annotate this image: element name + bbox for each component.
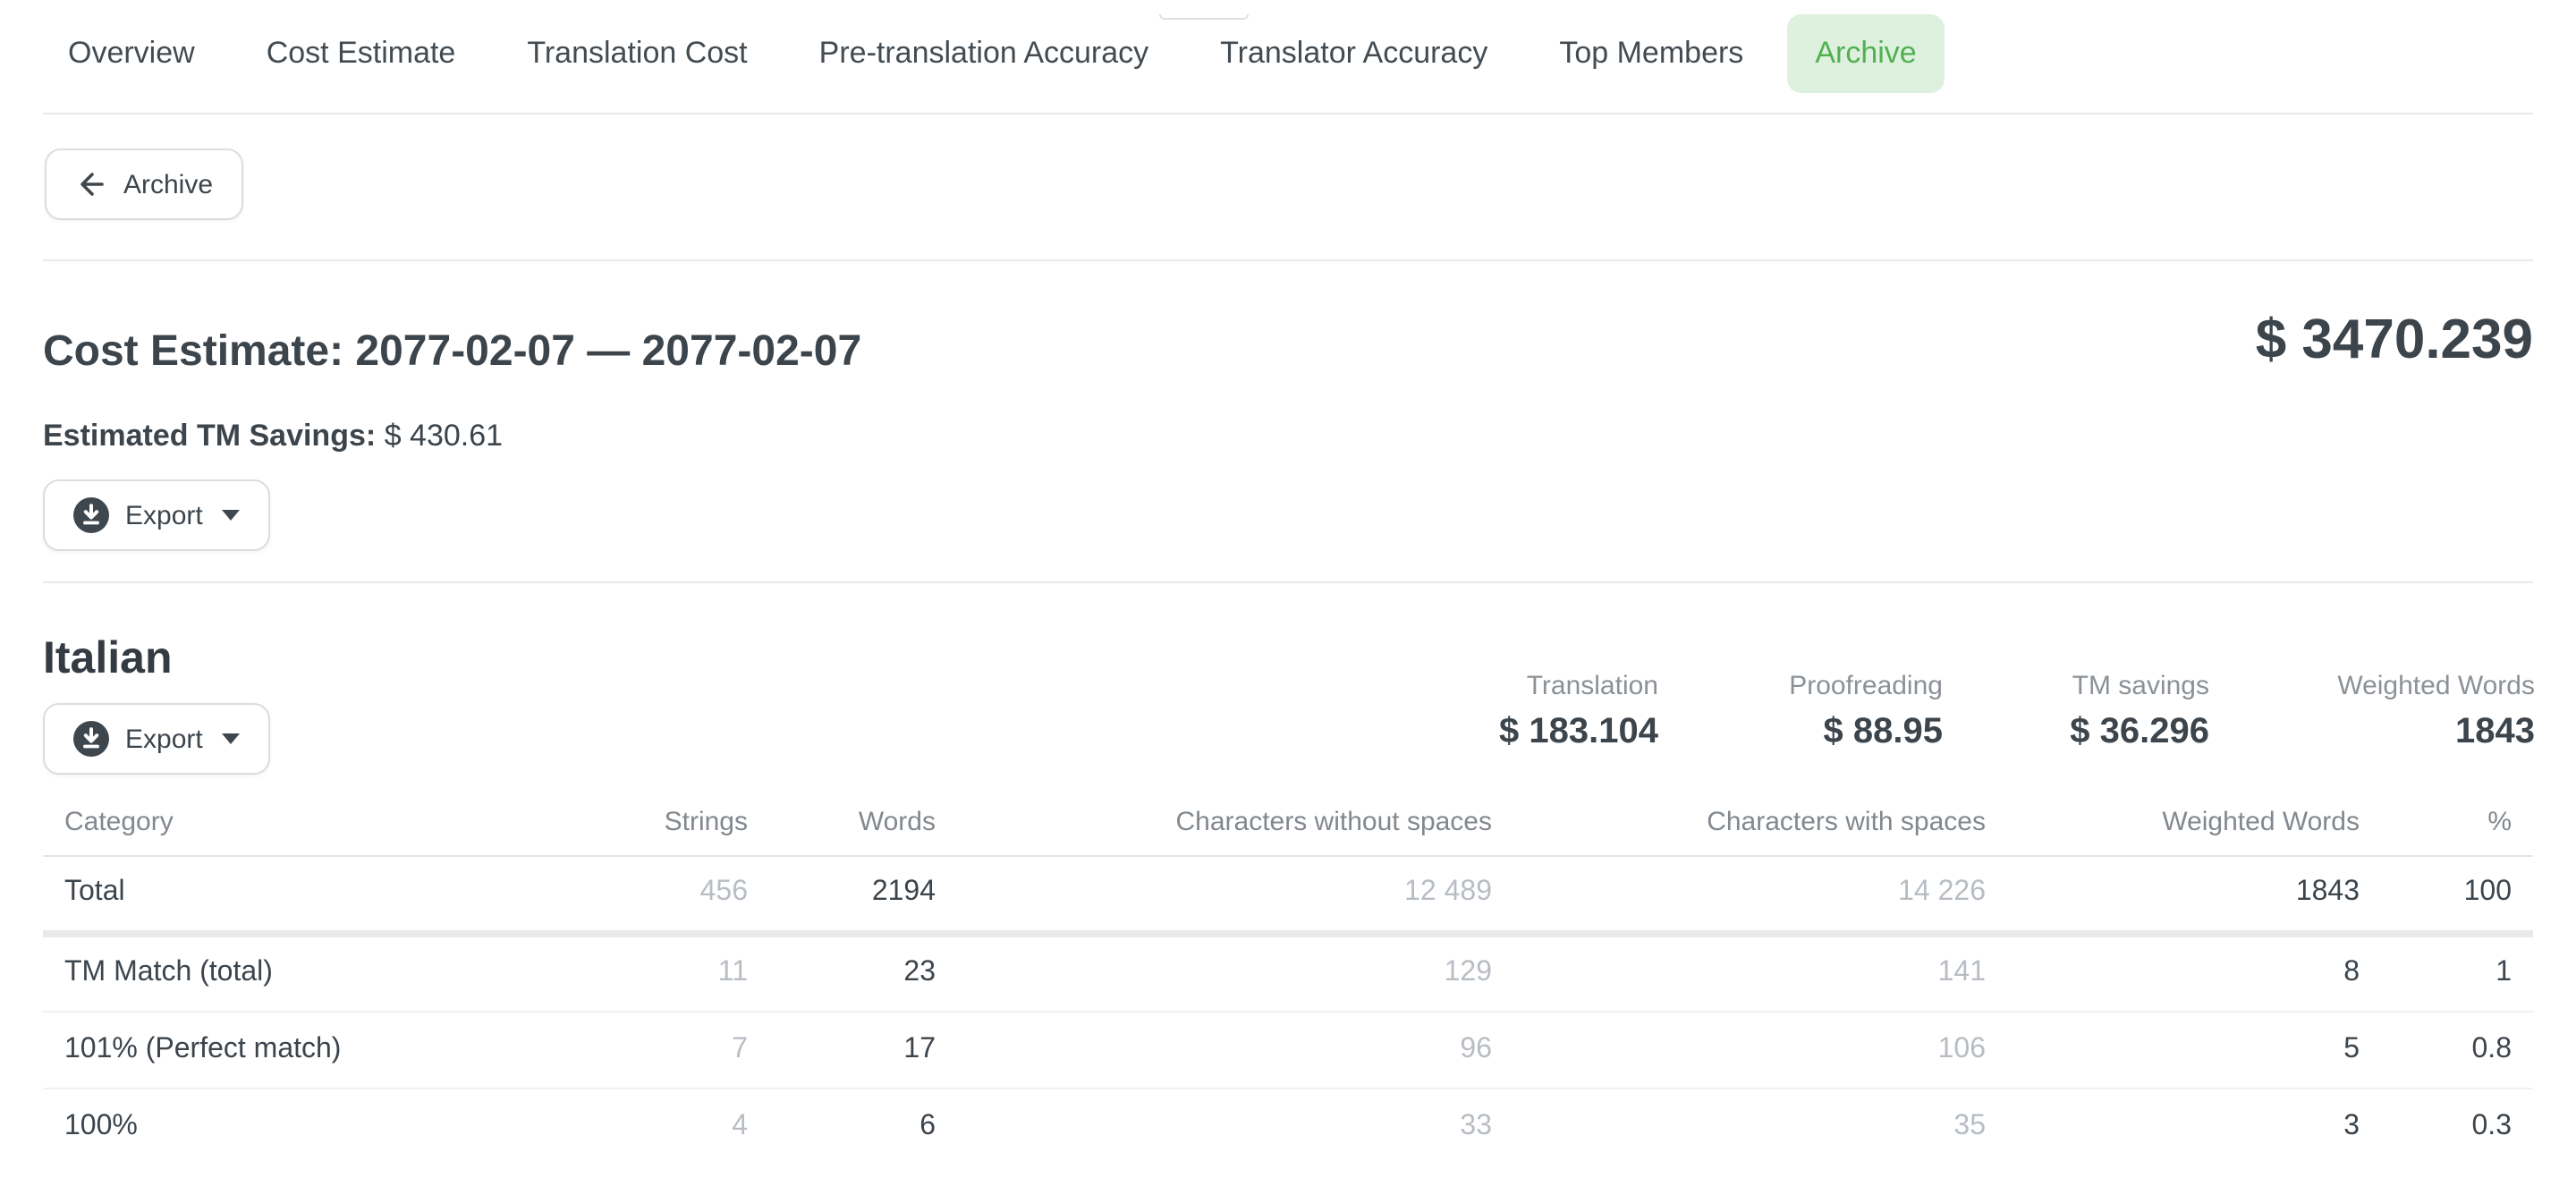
arrow-left-icon <box>75 168 107 200</box>
export-button-label: Export <box>125 500 203 530</box>
tab-cost-estimate[interactable]: Cost Estimate <box>266 36 456 70</box>
cell-words: 17 <box>748 1011 936 1089</box>
stat-label: Translation <box>1526 671 1658 701</box>
estimated-tm-savings: Estimated TM Savings: $ 430.61 <box>43 415 2533 458</box>
cell-weighted-words: 1843 <box>1986 855 2360 937</box>
summary-divider <box>43 581 2533 583</box>
tab-pre-translation-accuracy[interactable]: Pre-translation Accuracy <box>818 36 1149 70</box>
stat-tm-savings: TM savings $ 36.296 <box>1943 669 2209 755</box>
stat-weighted-words: Weighted Words 1843 <box>2209 669 2535 755</box>
tabs-divider <box>43 113 2533 114</box>
column-header-strings: Strings <box>533 807 748 856</box>
export-button-label: Export <box>125 724 203 754</box>
tm-savings-label: Estimated TM Savings: <box>43 419 377 453</box>
language-title: Italian <box>43 633 173 683</box>
stat-value: $ 36.296 <box>2070 712 2209 751</box>
tab-top-members[interactable]: Top Members <box>1559 36 1744 70</box>
stat-proofreading: Proofreading $ 88.95 <box>1658 669 1943 755</box>
stat-value: 1843 <box>2455 712 2535 751</box>
language-section: Italian Export Translation $ 183.104 Pro… <box>0 583 2576 775</box>
cell-percent: 0.8 <box>2360 1011 2533 1089</box>
export-language-button[interactable]: Export <box>43 703 271 775</box>
stat-translation: Translation $ 183.104 <box>1372 669 1658 755</box>
cell-category: 101% (Perfect match) <box>43 1011 533 1089</box>
column-header-category: Category <box>43 807 533 856</box>
cell-category: TM Match (total) <box>43 934 533 1012</box>
export-report-button[interactable]: Export <box>43 479 271 551</box>
cell-chars-with-spaces: 14 226 <box>1492 855 1986 937</box>
stat-value: $ 183.104 <box>1499 712 1658 751</box>
cell-chars-without-spaces: 33 <box>1460 1111 1492 1142</box>
stat-value: $ 88.95 <box>1823 712 1943 751</box>
toolbar-divider <box>43 259 2533 261</box>
table-row-tm-match: TM Match (total) 11 23 129 141 8 1 <box>43 934 2533 1012</box>
cell-chars-with-spaces: 141 <box>1492 934 1986 1012</box>
cell-strings: 7 <box>533 1011 748 1089</box>
tab-overview[interactable]: Overview <box>68 36 195 70</box>
language-stats: Translation $ 183.104 Proofreading $ 88.… <box>1372 669 2535 755</box>
tab-translation-cost[interactable]: Translation Cost <box>527 36 748 70</box>
stat-label: Proofreading <box>1789 671 1943 701</box>
table-row-total: Total 456 2194 12 489 14 226 1843 100 <box>43 855 2533 937</box>
cell-weighted-words: 3 <box>2343 1111 2360 1142</box>
cell-chars-without-spaces: 96 <box>936 1011 1492 1089</box>
chevron-down-icon <box>222 733 241 744</box>
column-header-weighted-words: Weighted Words <box>1986 807 2360 856</box>
stat-label: TM savings <box>2072 671 2209 701</box>
table-row-100: 100% 4 6 33 35 3 0.3 <box>43 1088 2533 1166</box>
cost-estimate-table: Category Strings Words Characters withou… <box>43 807 2533 1166</box>
cost-estimate-summary: Cost Estimate: 2077-02-07 — 2077-02-07 $… <box>0 261 2576 551</box>
cell-percent: 1 <box>2360 934 2533 1012</box>
cell-category: Total <box>43 855 533 937</box>
tab-archive[interactable]: Archive <box>1786 14 1945 93</box>
table-header-row: Category Strings Words Characters withou… <box>43 807 2533 856</box>
back-button-label: Archive <box>123 169 214 199</box>
column-header-characters-without-spaces: Characters without spaces <box>936 807 1492 856</box>
cell-percent: 0.3 <box>2471 1111 2512 1142</box>
report-page: Overview Cost Estimate Translation Cost … <box>0 14 2576 1195</box>
column-header-words: Words <box>748 807 936 856</box>
cell-words: 23 <box>748 934 936 1012</box>
cell-chars-with-spaces: 35 <box>1953 1111 1986 1142</box>
cell-weighted-words: 8 <box>1986 934 2360 1012</box>
cutoff-popup-edge <box>1159 14 1249 20</box>
page-title: Cost Estimate: 2077-02-07 — 2077-02-07 <box>43 327 862 376</box>
column-header-characters-with-spaces: Characters with spaces <box>1492 807 1986 856</box>
cell-chars-without-spaces: 129 <box>936 934 1492 1012</box>
cell-strings: 4 <box>732 1111 748 1142</box>
archive-toolbar: Archive <box>45 148 2576 220</box>
cell-strings: 456 <box>533 855 748 937</box>
back-to-archive-button[interactable]: Archive <box>45 148 244 220</box>
cell-chars-with-spaces: 106 <box>1492 1011 1986 1089</box>
tab-translator-accuracy[interactable]: Translator Accuracy <box>1220 36 1488 70</box>
download-icon <box>73 497 109 533</box>
chevron-down-icon <box>222 510 241 521</box>
table-row-101-perfect-match: 101% (Perfect match) 7 17 96 106 5 0.8 <box>43 1011 2533 1089</box>
tm-savings-value: $ 430.61 <box>384 419 504 453</box>
cell-words: 6 <box>919 1111 936 1142</box>
download-icon <box>73 721 109 757</box>
cell-category: 100% <box>64 1111 138 1142</box>
cell-percent: 100 <box>2360 855 2533 937</box>
stat-label: Weighted Words <box>2337 671 2535 701</box>
cell-strings: 11 <box>533 934 748 1012</box>
cell-chars-without-spaces: 12 489 <box>936 855 1492 937</box>
cell-words: 2194 <box>748 855 936 937</box>
cell-weighted-words: 5 <box>1986 1011 2360 1089</box>
column-header-percent: % <box>2360 807 2533 856</box>
total-price: $ 3470.239 <box>2255 308 2533 370</box>
report-tabs: Overview Cost Estimate Translation Cost … <box>68 14 2533 93</box>
